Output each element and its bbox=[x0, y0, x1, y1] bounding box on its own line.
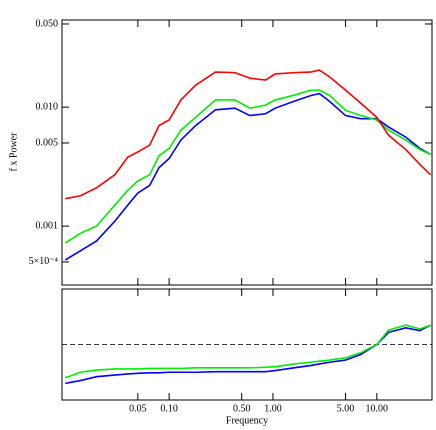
x-tick-label: 5.00 bbox=[337, 403, 355, 414]
plot-frame bbox=[61, 19, 433, 286]
x-axis-label: Frequency bbox=[226, 415, 268, 426]
y-tick-label: 5×10⁻⁴ bbox=[29, 256, 59, 267]
x-tick-label: 0.05 bbox=[129, 403, 147, 414]
x-tick-label: 0.10 bbox=[160, 403, 178, 414]
x-tick-label: 10.00 bbox=[366, 403, 389, 414]
x-tick-label: 1.00 bbox=[264, 403, 282, 414]
y-tick-label: 0.001 bbox=[36, 220, 59, 231]
y-tick-label: 0.050 bbox=[36, 18, 59, 29]
series-line bbox=[65, 324, 432, 385]
y-tick-label: 0.010 bbox=[36, 101, 59, 112]
series-line bbox=[64, 92, 432, 261]
series-line bbox=[64, 89, 431, 244]
plot-frame bbox=[61, 288, 433, 401]
y-axis-label: f x Power bbox=[8, 132, 19, 172]
y-tick-label: 0.005 bbox=[36, 137, 59, 148]
series-line bbox=[65, 69, 432, 200]
x-tick-label: 0.50 bbox=[233, 403, 251, 414]
series-line bbox=[64, 324, 431, 379]
